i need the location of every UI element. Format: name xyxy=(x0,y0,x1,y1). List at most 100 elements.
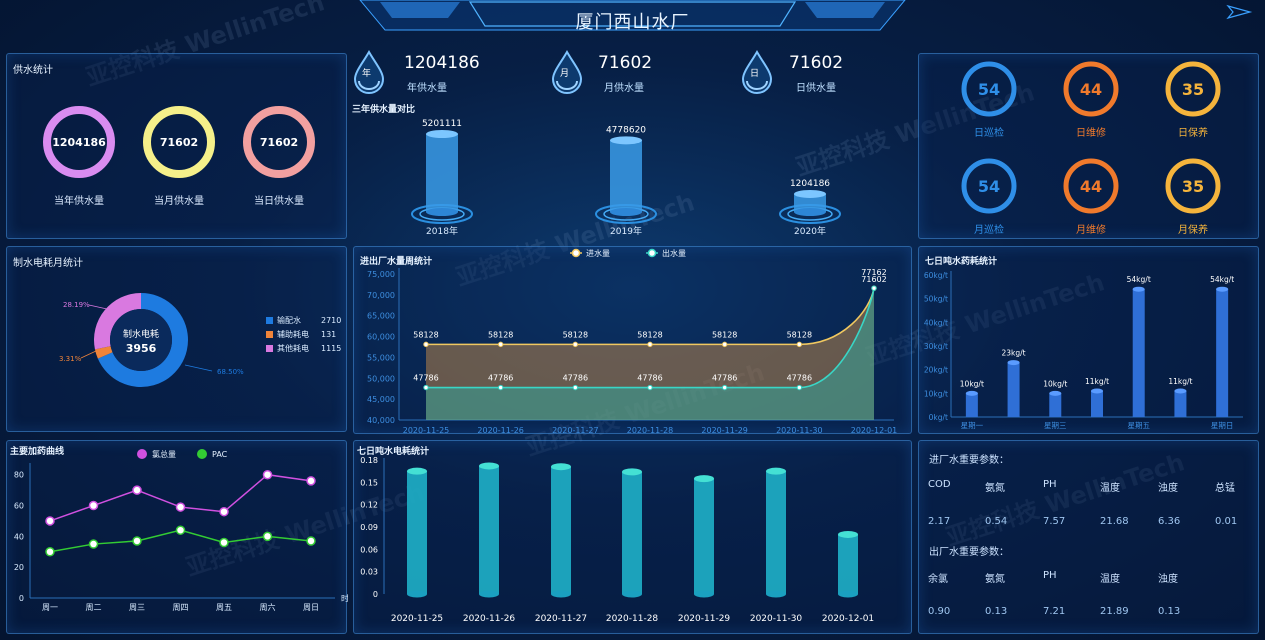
x-tick-label: 周一 xyxy=(42,603,58,612)
x-tick-label: 星期日 xyxy=(1211,421,1234,430)
x-tick-label: 2020-11-29 xyxy=(701,426,748,435)
dosing-panel: 主要加药曲线 0 20 40 60 80 周一 周二 周三 周四 周五 周六 周日 时 氯总量 PAC xyxy=(6,440,348,634)
day-supply-value: 71602 xyxy=(789,53,844,73)
param-value: 0.13 xyxy=(985,606,1008,617)
inspection-panel: 54 日巡检 44 日维修 35 日保养 54 月巡检 44 月维修 35 月保养 xyxy=(918,53,1259,239)
water-drop-icon xyxy=(353,50,385,94)
water-drop-icon xyxy=(741,50,773,94)
outlet-params-title: 出厂水重要参数： xyxy=(929,547,1009,558)
x-tick-label: 2020-11-28 xyxy=(627,426,674,435)
data-point xyxy=(175,525,186,535)
year-supply-value: 1204186 xyxy=(404,53,480,73)
cylinder-top xyxy=(794,189,826,198)
bar-value-label: 54kg/t xyxy=(1127,275,1151,284)
y-tick-label: 65,000 xyxy=(367,312,395,321)
water-drop-icon xyxy=(551,50,583,94)
param-header: 温度 xyxy=(1100,574,1120,585)
data-label: 58128 xyxy=(488,330,513,339)
x-tick-label: 2020-11-30 xyxy=(750,614,803,624)
x-tick-label: 星期五 xyxy=(1127,421,1150,430)
inspection-value: 44 xyxy=(1080,80,1102,99)
inspection-value: 35 xyxy=(1182,80,1204,99)
data-point xyxy=(88,500,99,511)
slice-percent-label: 68.50% xyxy=(217,368,244,376)
inspection-label: 月巡检 xyxy=(974,223,1004,236)
x-tick-label: 2020-11-27 xyxy=(535,614,587,624)
data-label: 58128 xyxy=(413,330,438,339)
inlet-params-title: 进厂水重要参数： xyxy=(929,455,1009,466)
bar xyxy=(1174,390,1187,417)
data-point xyxy=(796,384,803,391)
data-point xyxy=(423,341,429,348)
bar-2018-2020 xyxy=(794,193,826,212)
data-point xyxy=(721,384,728,391)
params-panel: 进厂水重要参数： COD 氨氮 PH 温度 浊度 总锰 2.17 0.54 7.… xyxy=(918,440,1259,634)
y-tick-label: 30kg/t xyxy=(924,342,948,351)
param-header: PH xyxy=(1043,479,1057,490)
y-tick-label: 20kg/t xyxy=(924,366,948,375)
data-point xyxy=(45,547,55,557)
bar-bottom xyxy=(838,590,858,598)
donut-center-value: 3956 xyxy=(126,342,157,355)
donut-slice xyxy=(94,293,141,350)
x-tick-label: 2020-11-30 xyxy=(776,426,823,435)
data-point xyxy=(423,384,429,391)
param-value: 2.17 xyxy=(928,516,951,527)
y-tick-label: 0.09 xyxy=(360,523,378,532)
data-point xyxy=(132,536,142,546)
param-value: 21.89 xyxy=(1100,606,1129,617)
y-tick-label: 0.15 xyxy=(360,478,378,487)
data-point xyxy=(871,285,877,291)
data-point xyxy=(647,341,653,348)
panel-title: 主要加药曲线 xyxy=(10,447,65,457)
ring-label: 当月供水量 xyxy=(154,196,204,207)
donut-slice xyxy=(94,346,113,359)
legend-label: 输配水 xyxy=(277,315,301,325)
y-tick-label: 0.12 xyxy=(360,501,378,510)
donut-hole xyxy=(110,309,172,371)
supply-stats-panel: 供水统计 1204186 71602 71602 当年供水量 当月供水量 当日供… xyxy=(6,53,347,239)
ring-month xyxy=(143,106,215,178)
data-point xyxy=(572,384,579,391)
data-point xyxy=(497,384,504,391)
y-tick-label: 60 xyxy=(14,502,24,511)
param-header: 氨氮 xyxy=(985,574,1005,585)
slice-percent-label: 3.31% xyxy=(59,355,82,363)
param-value: 21.68 xyxy=(1100,516,1129,527)
y-tick-label: 40,000 xyxy=(367,416,395,425)
bar-value-label: 10kg/t xyxy=(1043,379,1067,388)
send-icon[interactable] xyxy=(1224,3,1252,23)
inspection-label: 日保养 xyxy=(1178,126,1208,139)
bar-cap xyxy=(1132,286,1145,292)
x-tick-label: 周日 xyxy=(303,603,319,612)
day-supply-label: 日供水量 xyxy=(796,83,836,94)
x-tick-label: 2020-11-26 xyxy=(463,614,516,624)
bar-2018-2020 xyxy=(426,134,458,212)
cylinder-bottom xyxy=(610,208,642,216)
inspection-value: 54 xyxy=(978,80,1000,99)
bar-cap xyxy=(1174,388,1187,394)
page-title: 厦门西山水厂 xyxy=(575,12,690,33)
bar-value-label: 11kg/t xyxy=(1168,377,1192,386)
cylinder-bottom xyxy=(794,208,826,216)
bar-bottom xyxy=(622,590,642,598)
legend-label: 出水量 xyxy=(662,248,686,258)
bar-bottom xyxy=(551,590,571,598)
inspection-label: 月维修 xyxy=(1076,223,1106,236)
bar-value-label: 10kg/t xyxy=(960,379,984,388)
ring-label: 当日供水量 xyxy=(254,196,304,207)
leader-line xyxy=(88,304,108,310)
y-tick-label: 80 xyxy=(14,471,24,480)
y-tick-label: 40 xyxy=(14,532,24,541)
x-tick-label: 周五 xyxy=(216,603,232,612)
month-supply-value: 71602 xyxy=(598,53,653,73)
data-point xyxy=(647,384,653,391)
legend-marker xyxy=(571,248,581,258)
bar-cap xyxy=(694,475,714,483)
weekly-flow-chart: 40,000 45,000 50,000 55,000 60,000 65,000 70,0… xyxy=(367,248,897,435)
series-line xyxy=(49,473,312,522)
ring-day xyxy=(243,106,315,178)
legend-label: 进水量 xyxy=(586,248,610,258)
param-header: 余氯 xyxy=(928,574,948,585)
month-supply-label: 月供水量 xyxy=(604,83,644,94)
